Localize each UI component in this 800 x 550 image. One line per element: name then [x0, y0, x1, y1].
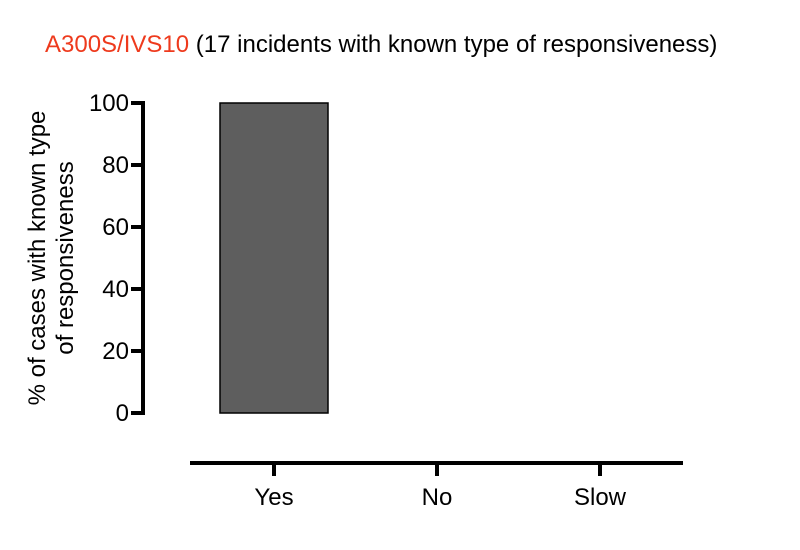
y-axis-label-line1: % of cases with known type — [24, 111, 51, 406]
bars-layer — [219, 102, 329, 414]
y-tick-label-20: 20 — [102, 338, 129, 365]
y-tick-label-60: 60 — [102, 214, 129, 241]
y-tick-label-100: 100 — [89, 90, 129, 117]
x-tick-label-slow: Slow — [574, 484, 627, 511]
chart-title: A300S/IVS10 (17 incidents with known typ… — [45, 31, 717, 58]
chart-title-highlight: A300S/IVS10 — [45, 31, 189, 58]
y-axis-label-line2: of responsiveness — [52, 161, 79, 354]
bar-yes — [219, 102, 329, 414]
y-tick-label-40: 40 — [102, 276, 129, 303]
y-tick-label-80: 80 — [102, 152, 129, 179]
x-tick-label-yes: Yes — [254, 484, 293, 511]
x-tick-label-no: No — [422, 484, 453, 511]
y-tick-label-0: 0 — [116, 400, 129, 427]
chart-title-rest: (17 incidents with known type of respons… — [189, 31, 717, 58]
y-axis-label: % of cases with known type of responsive… — [24, 111, 79, 406]
x-axis: Yes No Slow — [190, 461, 683, 511]
y-axis: 0 20 40 60 80 100 — [89, 90, 145, 427]
